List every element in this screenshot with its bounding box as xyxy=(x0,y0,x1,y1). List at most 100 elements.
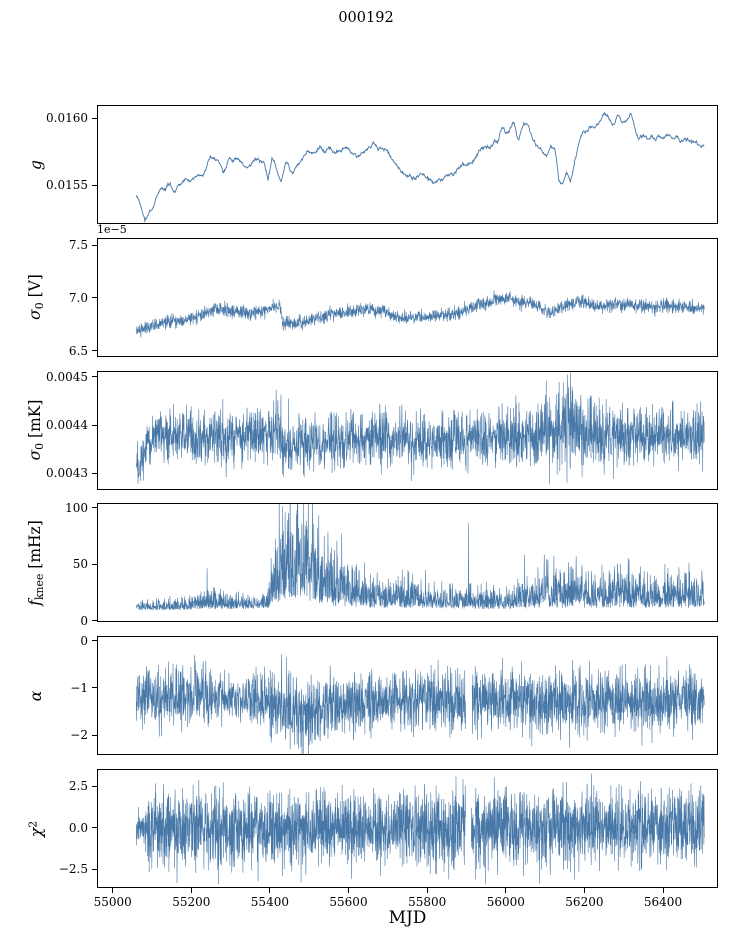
plot-area-g xyxy=(97,105,718,224)
y-tick-mark xyxy=(92,640,97,642)
y-tick-mark xyxy=(92,563,97,565)
y-tick-label: −2 xyxy=(70,728,88,742)
y-tick-mark xyxy=(92,507,97,509)
y-tick-mark xyxy=(92,376,97,378)
x-tick-label: 55800 xyxy=(408,895,447,909)
panel-sigma0-mk xyxy=(97,370,718,490)
x-tick-label: 56000 xyxy=(486,895,525,909)
y-axis-label-part: σ xyxy=(25,309,44,321)
y-axis-label-wrap-sigma0-v: σ0 [V] xyxy=(18,238,54,357)
x-tick-label: 56200 xyxy=(565,895,604,909)
y-axis-label-part: f xyxy=(25,599,44,606)
x-tick-label: 56400 xyxy=(643,895,683,909)
x-tick-mark xyxy=(426,888,428,893)
series-line-sigma0-mk xyxy=(136,372,705,485)
x-tick-mark xyxy=(348,888,349,893)
x-tick-mark xyxy=(190,888,192,893)
series-line-alpha xyxy=(136,654,466,756)
axes-frame-sigma0-v xyxy=(97,237,718,357)
panel-alpha xyxy=(97,636,718,756)
y-axis-label-sigma0-v: σ0 [V] xyxy=(26,274,46,320)
panel-fknee xyxy=(97,503,718,623)
y-tick-mark xyxy=(92,472,97,474)
y-tick-label: 0.0045 xyxy=(46,369,88,384)
y-tick-label: 100 xyxy=(65,500,88,515)
y-tick-label: −2.5 xyxy=(58,862,88,877)
series-line-g xyxy=(135,111,705,223)
y-tick-label: −1 xyxy=(70,680,88,695)
y-axis-label-part: [mK] xyxy=(25,399,44,443)
x-tick-label: 55400 xyxy=(250,895,289,909)
y-tick-mark xyxy=(92,687,97,689)
y-tick-label: 0 xyxy=(80,633,88,648)
axis-offset-text: 1e−5 xyxy=(97,222,127,236)
y-axis-label-part: σ xyxy=(25,449,44,461)
axes-frame-sigma0-mk xyxy=(97,370,718,490)
y-axis-label-g: g xyxy=(27,160,45,170)
y-tick-label: 7.0 xyxy=(68,290,88,305)
x-axis-title: MJD xyxy=(388,908,427,928)
x-tick-mark xyxy=(662,888,664,893)
y-axis-label-fknee: fknee [mHz] xyxy=(26,520,46,606)
y-tick-label: 6.5 xyxy=(68,343,88,358)
y-tick-mark xyxy=(92,868,97,870)
y-axis-label-part: 0 xyxy=(33,443,47,450)
y-tick-label: 0.0 xyxy=(68,820,88,835)
y-axis-label-part: knee xyxy=(33,573,47,600)
x-tick-label: 55200 xyxy=(172,895,211,909)
y-axis-label-sigma0-mk: σ0 [mK] xyxy=(26,400,46,461)
y-tick-label: 7.5 xyxy=(68,238,88,253)
axes-frame-fknee xyxy=(97,503,718,623)
x-tick-mark xyxy=(269,888,271,893)
plot-area-fknee xyxy=(97,503,718,623)
x-tick-mark xyxy=(112,888,114,893)
series-line-chi2 xyxy=(471,773,705,885)
y-tick-label: 0.0155 xyxy=(46,178,88,193)
y-tick-mark xyxy=(92,297,97,299)
y-axis-label-alpha: α xyxy=(27,690,45,700)
y-tick-mark xyxy=(92,424,97,426)
series-line-fknee xyxy=(136,503,705,612)
x-tick-mark xyxy=(583,888,585,893)
y-tick-label: 0.0044 xyxy=(46,418,88,432)
axes-frame-g xyxy=(97,105,718,224)
y-axis-label-part: [V] xyxy=(25,274,44,303)
y-tick-mark xyxy=(92,184,97,186)
plot-area-chi2 xyxy=(97,769,718,888)
y-axis-label-chi2: χ2 xyxy=(26,820,45,836)
plot-area-sigma0-v xyxy=(97,237,718,357)
panel-g xyxy=(97,105,718,224)
y-tick-label: 50 xyxy=(72,557,88,572)
y-tick-mark xyxy=(92,350,97,351)
y-tick-mark xyxy=(92,827,97,829)
x-tick-mark xyxy=(505,888,507,893)
plot-area-alpha xyxy=(97,636,718,756)
series-line-alpha xyxy=(471,656,705,748)
y-axis-label-part: 0 xyxy=(33,302,47,310)
y-tick-label: 0.0160 xyxy=(46,111,88,126)
y-axis-label-part: α xyxy=(27,690,45,701)
x-tick-label: 55000 xyxy=(93,895,132,909)
y-tick-label: 2.5 xyxy=(68,779,88,793)
y-axis-label-part: [mHz] xyxy=(25,520,44,574)
axes-frame-chi2 xyxy=(97,769,718,888)
y-tick-mark xyxy=(92,785,97,787)
y-tick-mark xyxy=(92,117,97,119)
y-tick-label: 0 xyxy=(80,613,88,628)
panel-sigma0-v xyxy=(97,237,718,357)
y-axis-label-wrap-chi2: χ2 xyxy=(18,769,54,888)
chart-title: 000192 xyxy=(338,10,394,26)
x-tick-label: 55600 xyxy=(329,895,368,909)
plot-area-sigma0-mk xyxy=(97,370,718,490)
y-axis-label-part: g xyxy=(27,159,45,170)
y-axis-label-part: χ xyxy=(27,827,46,837)
panel-chi2 xyxy=(97,769,718,888)
y-tick-mark xyxy=(92,244,97,246)
y-tick-mark xyxy=(92,734,97,736)
series-line-chi2 xyxy=(136,776,466,885)
y-axis-label-wrap-g: g xyxy=(18,105,54,224)
y-axis-label-wrap-fknee: fknee [mHz] xyxy=(18,503,54,622)
y-axis-label-part: 2 xyxy=(26,820,40,828)
y-tick-mark xyxy=(92,620,97,622)
